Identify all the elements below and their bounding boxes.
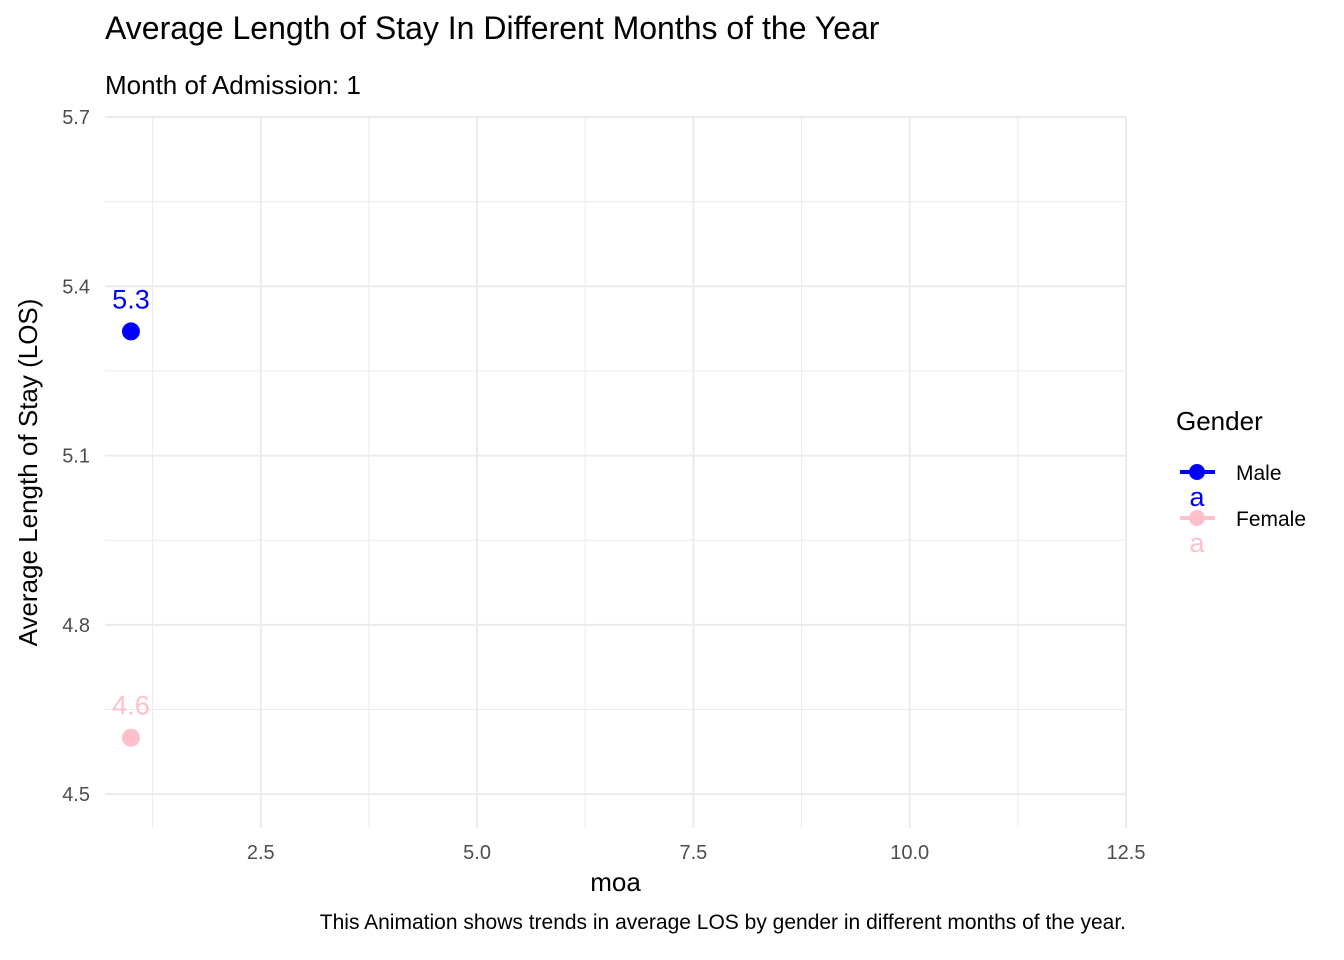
legend-label: Male	[1236, 462, 1282, 485]
y-tick-label: 4.5	[62, 784, 90, 806]
legend-text-key: a	[1189, 482, 1205, 512]
y-axis-title: Average Length of Stay (LOS)	[13, 299, 43, 647]
x-tick-label: 10.0	[890, 842, 929, 864]
y-tick-label: 5.4	[62, 276, 90, 298]
y-tick-label: 5.7	[62, 107, 90, 129]
x-tick-label: 12.5	[1107, 842, 1146, 864]
chart-caption: This Animation shows trends in average L…	[319, 911, 1126, 934]
chart-title: Average Length of Stay In Different Mont…	[105, 10, 880, 46]
x-tick-label: 2.5	[247, 842, 275, 864]
data-label: 4.6	[112, 691, 150, 721]
data-point	[121, 728, 140, 747]
x-tick-label: 5.0	[463, 842, 491, 864]
legend-point-key	[1189, 464, 1205, 480]
x-axis-title: moa	[590, 867, 641, 897]
x-tick-label: 7.5	[679, 842, 707, 864]
data-label: 5.3	[112, 284, 150, 314]
legend-point-key	[1189, 510, 1205, 526]
legend-label: Female	[1236, 508, 1306, 531]
y-tick-label: 5.1	[62, 446, 90, 468]
data-point	[121, 322, 140, 341]
legend-text-key: a	[1189, 528, 1205, 558]
y-tick-label: 4.8	[62, 615, 90, 637]
chart-subtitle: Month of Admission: 1	[105, 70, 361, 100]
legend-title: Gender	[1176, 406, 1263, 436]
